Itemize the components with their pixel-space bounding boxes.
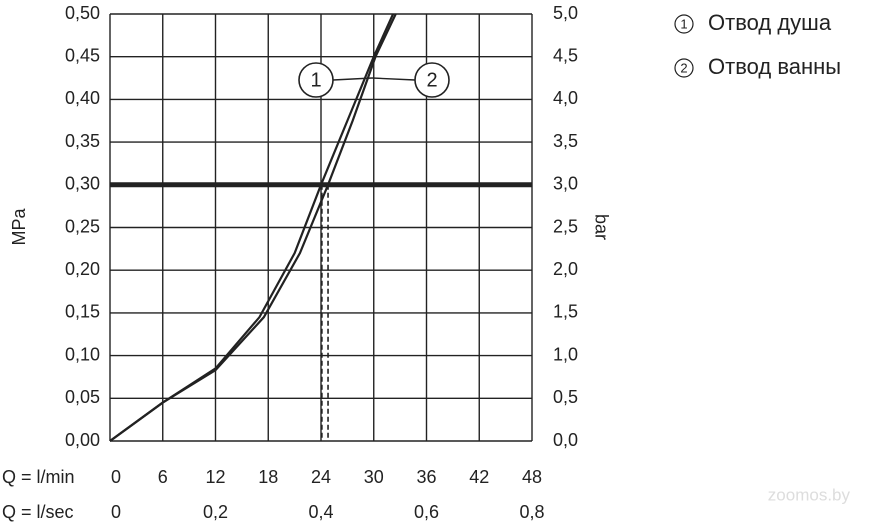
y2-tick-label: 2,0 [553,259,578,279]
callout-label: 2 [426,69,437,91]
x-tick-label: 48 [522,467,542,487]
x2-tick-label: 0,6 [414,502,439,522]
y2-tick-label: 1,5 [553,302,578,322]
x-tick-label: 18 [258,467,278,487]
x-tick-label: 36 [416,467,436,487]
y2-tick-label: 0,5 [553,387,578,407]
y2-tick-label: 5,0 [553,3,578,23]
y-tick-label: 0,40 [65,88,100,108]
x2-tick-label: 0,4 [308,502,333,522]
watermark: zoomos.by [768,485,851,504]
legend-label: Отвод ванны [708,54,841,79]
callout-circle [414,62,450,98]
legend-label: Отвод душа [708,10,832,35]
x2-tick-label: 0,2 [203,502,228,522]
y-tick-label: 0,50 [65,3,100,23]
y2-tick-label: 3,5 [553,131,578,151]
legend-marker: 2 [680,60,687,75]
x-tick-label: 6 [158,467,168,487]
y-tick-label: 0,10 [65,344,100,364]
y-tick-label: 0,25 [65,216,100,236]
callout-leader [371,77,416,81]
y-tick-label: 0,45 [65,45,100,65]
y2-tick-label: 2,5 [553,216,578,236]
y-tick-label: 0,35 [65,131,100,151]
y-tick-label: 0,05 [65,387,100,407]
x-tick-label: 30 [364,467,384,487]
callout-label: 1 [310,69,321,91]
y2-tick-label: 4,0 [553,88,578,108]
legend-marker: 1 [680,16,687,31]
y2-tick-label: 0,0 [553,430,578,450]
y2-axis-label: bar [591,214,611,240]
legend-circle [674,58,694,78]
callout-circle [298,62,334,98]
y-tick-label: 0,00 [65,430,100,450]
callout-leader [332,77,373,81]
x2-tick-label: 0 [111,502,121,522]
y-tick-label: 0,15 [65,302,100,322]
x-tick-label: 42 [469,467,489,487]
x2-tick-label: 0,8 [519,502,544,522]
x-axis-label: Q = l/min [2,467,75,487]
y-axis-label: MPa [9,208,29,246]
y2-tick-label: 1,0 [553,344,578,364]
legend-circle [674,14,694,34]
y-tick-label: 0,20 [65,259,100,279]
x2-axis-label: Q = l/sec [2,502,74,522]
x-tick-label: 24 [311,467,331,487]
y-tick-label: 0,30 [65,174,100,194]
x-tick-label: 0 [111,467,121,487]
x-tick-label: 12 [205,467,225,487]
y2-tick-label: 4,5 [553,45,578,65]
y2-tick-label: 3,0 [553,174,578,194]
